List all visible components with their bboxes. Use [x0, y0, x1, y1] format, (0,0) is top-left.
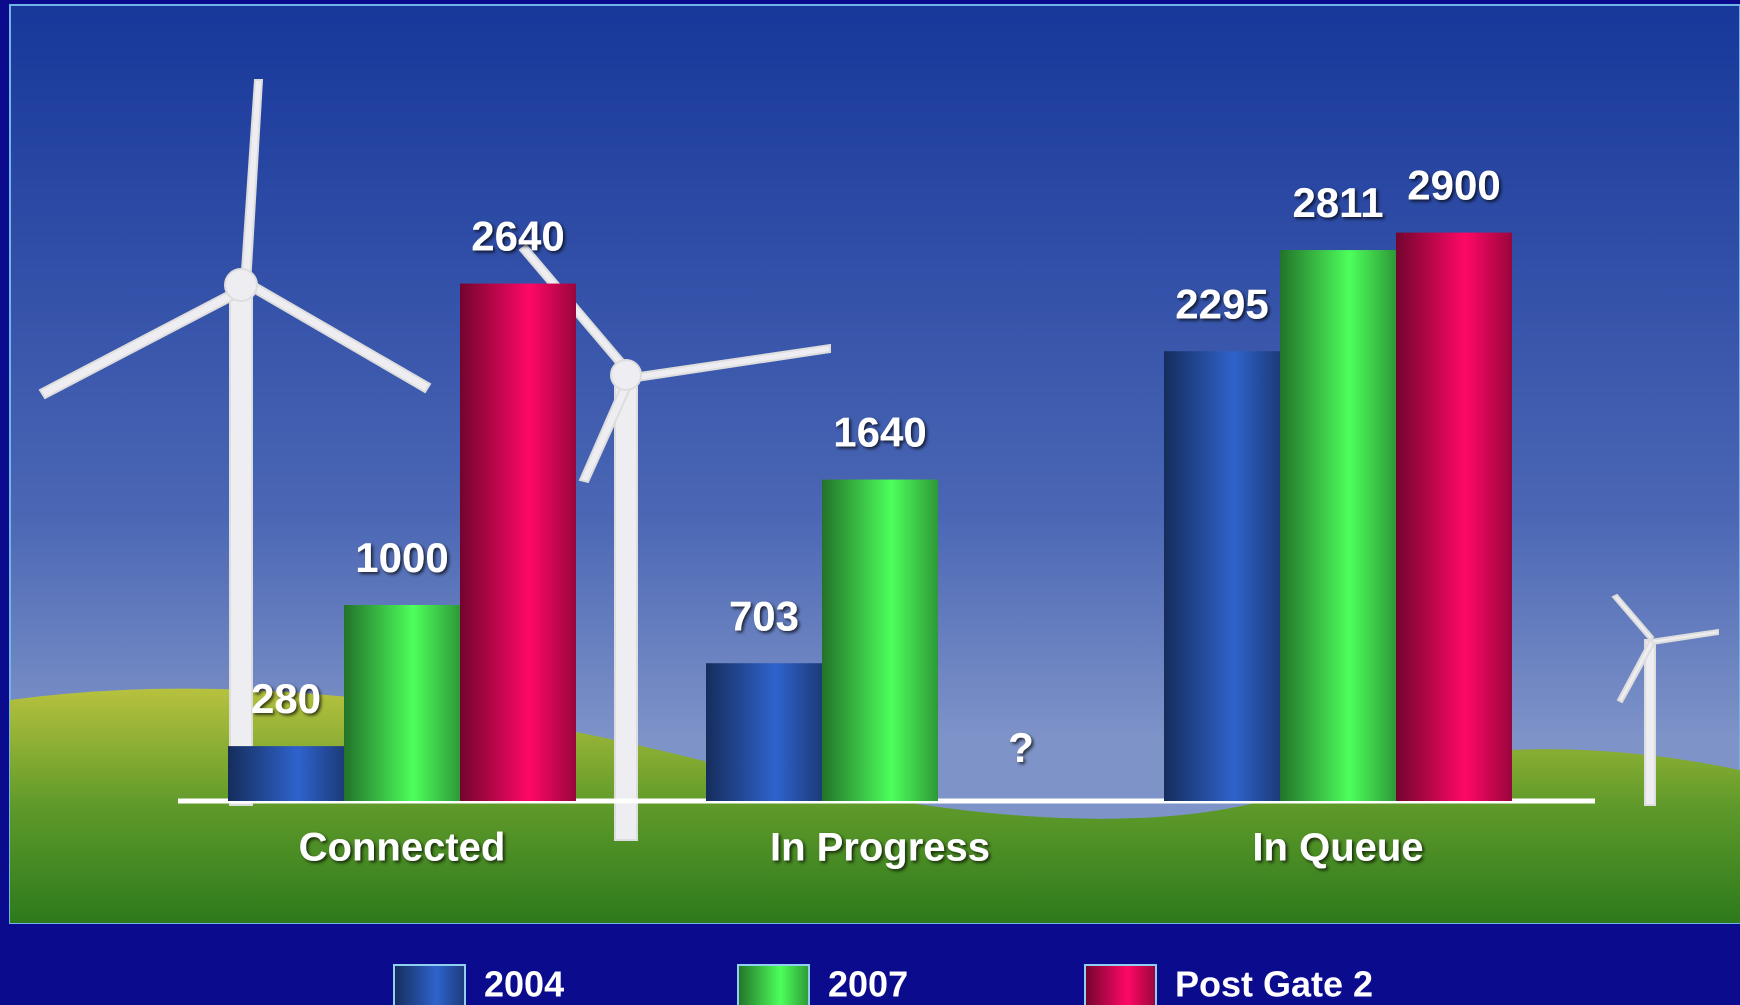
bar	[228, 746, 344, 801]
chart: Connected 280 1000 2640 In Progress 703 1640? I…	[0, 0, 1740, 1005]
value-label: 703	[729, 592, 799, 639]
legend-swatch	[394, 965, 465, 1005]
bar	[344, 605, 460, 801]
x-tick-label: In Queue	[1252, 826, 1423, 870]
bar	[1280, 250, 1396, 801]
value-label: 1640	[833, 409, 926, 456]
x-tick-label: Connected	[299, 826, 506, 870]
legend-label: Post Gate 2	[1175, 964, 1373, 1005]
value-label: 2295	[1175, 280, 1268, 327]
legend-label: 2007	[828, 964, 908, 1005]
legend-swatch	[1085, 965, 1156, 1005]
value-label: 1000	[355, 534, 448, 581]
value-label: 2900	[1407, 162, 1500, 209]
value-label: 280	[251, 675, 321, 722]
value-label: 2640	[471, 213, 564, 260]
legend-swatch	[738, 965, 809, 1005]
bar	[460, 284, 576, 801]
page: {"chart_data": {"type": "bar", "categori…	[0, 0, 1740, 1005]
missing-label: ?	[1008, 724, 1034, 771]
legend-label: 2004	[484, 964, 564, 1005]
value-label: 2811	[1292, 179, 1383, 226]
bar	[1164, 351, 1280, 801]
bar	[706, 663, 822, 801]
bar	[822, 480, 938, 801]
bar	[1396, 233, 1512, 801]
x-tick-label: In Progress	[770, 826, 990, 870]
